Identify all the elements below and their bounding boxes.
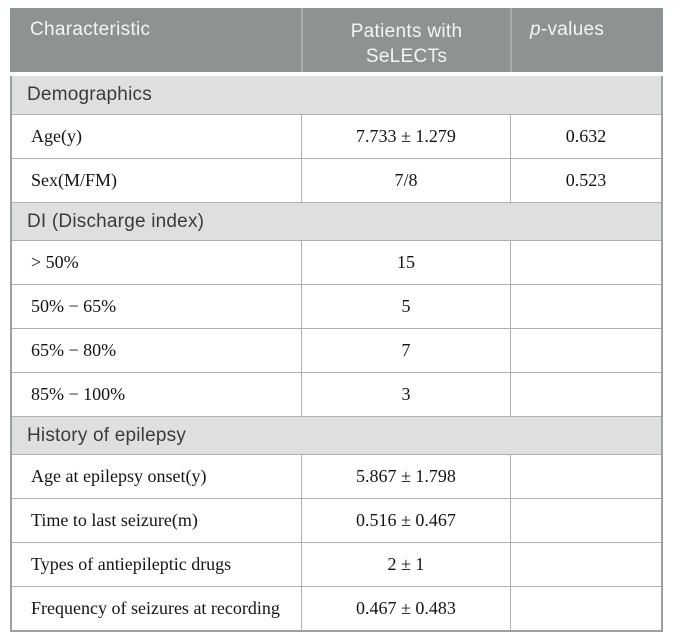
header-patients-line1: Patients with xyxy=(350,21,463,42)
row-pvalue: 0.632 xyxy=(510,115,661,158)
row-value: 3 xyxy=(301,373,510,416)
row-label: Age(y) xyxy=(31,126,82,146)
table-row: > 50% 15 xyxy=(12,240,661,284)
row-label: Frequency of seizures at recording xyxy=(31,598,280,618)
header-body-gap xyxy=(10,72,663,76)
table-row: 50% − 65% 5 xyxy=(12,284,661,328)
table-row: Age(y) 7.733 ± 1.279 0.632 xyxy=(12,114,661,158)
row-pvalue xyxy=(510,499,661,542)
table-row: 85% − 100% 3 xyxy=(12,372,661,416)
header-characteristic: Characteristic xyxy=(30,19,151,40)
row-pvalue: 0.523 xyxy=(510,159,661,202)
row-pvalue xyxy=(510,373,661,416)
row-label: > 50% xyxy=(31,252,79,272)
section-title: DI (Discharge index) xyxy=(12,202,661,240)
row-pvalue xyxy=(510,543,661,586)
row-value: 5.867 ± 1.798 xyxy=(301,455,510,498)
row-label: 50% − 65% xyxy=(31,296,117,316)
table-row: 65% − 80% 7 xyxy=(12,328,661,372)
row-value: 7 xyxy=(301,329,510,372)
table-header-row: Characteristic Patients with SeLECTs p-v… xyxy=(10,8,663,72)
header-p-values: p-values xyxy=(510,8,663,72)
header-patients-line2: SeLECTs xyxy=(365,46,448,68)
row-pvalue xyxy=(510,587,661,630)
table-row: Age at epilepsy onset(y) 5.867 ± 1.798 xyxy=(12,454,661,498)
section-title: History of epilepsy xyxy=(12,416,661,454)
row-value: 5 xyxy=(301,285,510,328)
row-label: 85% − 100% xyxy=(31,384,126,404)
row-value: 2 ± 1 xyxy=(301,543,510,586)
table-row: Sex(M/FM) 7/8 0.523 xyxy=(12,158,661,202)
table-row: Types of antiepileptic drugs 2 ± 1 xyxy=(12,542,661,586)
header-p-italic: p xyxy=(530,19,541,40)
row-label: 65% − 80% xyxy=(31,340,117,360)
header-p-rest: -values xyxy=(540,19,605,40)
table-row: Frequency of seizures at recording 0.467… xyxy=(12,586,661,630)
row-value: 0.467 ± 0.483 xyxy=(301,587,510,630)
row-label: Age at epilepsy onset(y) xyxy=(31,466,207,486)
row-label: Sex(M/FM) xyxy=(31,170,118,190)
row-value: 15 xyxy=(301,241,510,284)
row-value: 7.733 ± 1.279 xyxy=(301,115,510,158)
row-pvalue xyxy=(510,329,661,372)
row-pvalue xyxy=(510,285,661,328)
row-label: Types of antiepileptic drugs xyxy=(31,554,232,574)
header-patients-with-selects: Patients with SeLECTs xyxy=(301,8,510,72)
section-title: Demographics xyxy=(12,76,661,114)
row-value: 0.516 ± 0.467 xyxy=(301,499,510,542)
row-pvalue xyxy=(510,241,661,284)
row-value: 7/8 xyxy=(301,159,510,202)
table-row: Time to last seizure(m) 0.516 ± 0.467 xyxy=(12,498,661,542)
table-body: Demographics Age(y) 7.733 ± 1.279 0.632 … xyxy=(10,76,663,632)
row-label: Time to last seizure(m) xyxy=(31,510,198,530)
row-pvalue xyxy=(510,455,661,498)
